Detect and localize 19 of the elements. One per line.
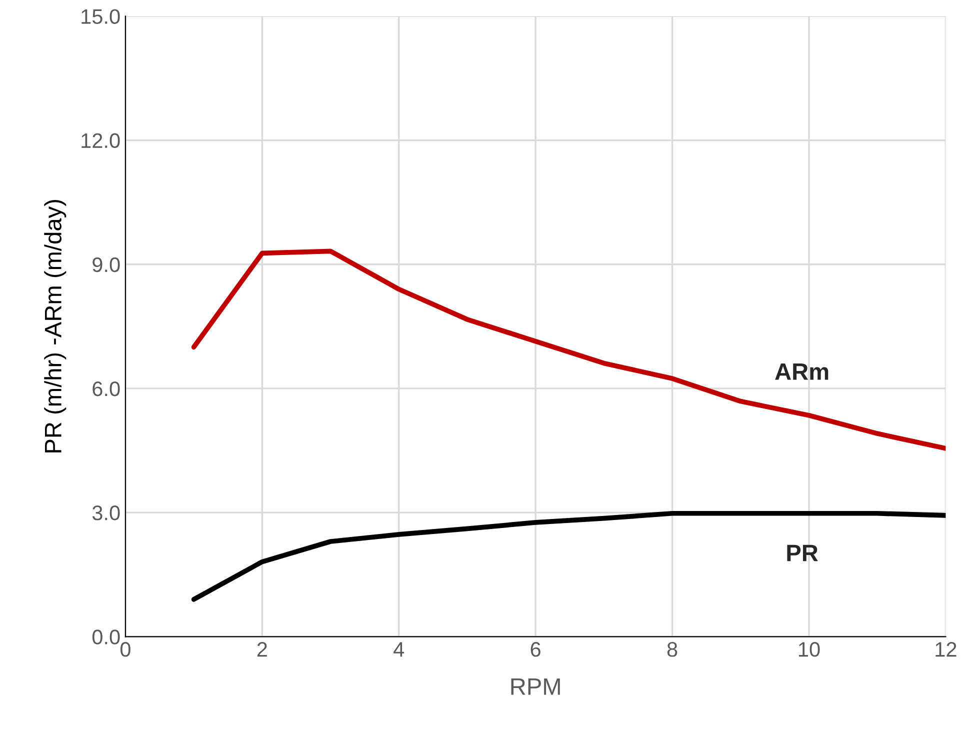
line-series [191,510,946,602]
x-tick-label: 10 [798,642,820,657]
x-tick-label: 4 [394,642,404,657]
y-tick-label: 3.0 [92,506,120,520]
x-tick-label: 12 [936,642,956,657]
x-tick-label: 0 [120,642,130,657]
y-tick-label: 6.0 [92,381,120,396]
y-tick-label: 9.0 [92,257,120,272]
series-label: PR [787,544,818,562]
x-tick-label: 6 [530,642,540,657]
y-tick-label: 12.0 [82,133,120,148]
x-tick-label: 2 [257,642,267,657]
x-axis-title: RPM [511,678,560,695]
series-label: ARm [775,364,828,380]
y-axis-title: PR (m/hr) -ARm (m/day) [44,200,66,452]
line-series [191,248,946,451]
x-tick-label: 8 [667,642,678,657]
y-tick-label: 0.0 [92,630,120,644]
y-tick-label: 15.0 [82,9,120,24]
